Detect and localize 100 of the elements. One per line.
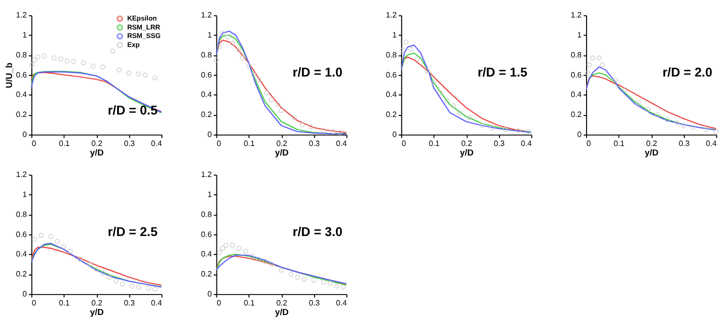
y-tick-label: 1.2 [570,10,582,20]
point [516,128,521,134]
point [586,62,592,68]
y-tick-label: 0.6 [16,70,27,80]
x-tick-label: 0.4 [706,138,718,148]
point [502,127,508,132]
x-tick-label: 0.3 [308,138,320,148]
point [275,102,281,108]
point [636,100,641,106]
y-tick-label: 0.4 [16,90,28,100]
x-axis-title: y/D [274,307,289,318]
x-tick-label: 0.2 [276,298,288,308]
x-tick-label: 0.2 [91,138,102,148]
point [612,77,618,82]
point [424,68,430,74]
y-tick-label: 1.2 [386,10,397,20]
point [68,248,73,254]
x-axis-title: y/D [644,148,658,158]
y-tick-label: 1 [577,30,582,40]
y-tick-label: 0.2 [386,110,397,120]
point [152,286,158,292]
x-tick-label: 0.4 [151,138,163,148]
x-tick-label: 0 [216,138,222,148]
point [321,280,326,285]
y-tick-label: 0 [207,130,212,140]
point [681,123,686,128]
point [32,236,38,242]
point [136,71,142,76]
annotation: r/D = 2.0 [662,64,712,80]
point [278,108,284,114]
point [321,128,326,134]
y-tick-label: 0 [22,290,28,299]
x-tick-label: 0.1 [244,298,255,308]
point [403,40,409,45]
x-axis-title: y/D [460,148,474,158]
y-tick-label: 0.4 [386,90,398,100]
point [78,256,83,262]
point [220,246,226,251]
point [330,129,336,134]
y-tick-label: 0.8 [16,50,27,60]
point [52,55,57,61]
point [256,77,262,82]
point [264,90,270,96]
point [400,47,406,53]
point [38,232,44,238]
point [230,242,236,248]
x-tick-label: 0.1 [614,138,625,148]
point [457,110,462,116]
point [288,272,294,277]
annotation: r/D = 1.0 [292,64,342,80]
point [90,63,96,69]
point [87,262,92,267]
x-tick-label: 0 [32,298,37,308]
point [278,268,284,273]
point [311,278,316,283]
point [600,62,605,68]
annotation: r/D = 0.5 [108,102,158,118]
point [302,276,307,282]
y-tick-label: 1 [207,30,212,40]
x-axis-title: y/D [90,148,104,158]
point [152,75,158,80]
point [645,107,650,112]
point [230,40,236,46]
point [674,120,680,126]
point [300,122,306,128]
point [110,48,116,54]
y-tick-label: 1 [207,190,212,200]
y-tick-label: 0.8 [200,210,212,219]
y-tick-label: 0.4 [570,90,582,100]
y-tick-label: 0.6 [386,70,397,80]
point [334,284,340,289]
x-tick-label: 0.4 [336,138,348,148]
y-tick-label: 1.2 [16,170,27,180]
point [480,123,486,128]
point [236,47,242,53]
point [262,258,268,264]
y-tick-label: 0.2 [16,270,27,279]
x-tick-label: 0.4 [151,298,163,308]
y-tick-label: 0.8 [386,50,397,60]
point [146,286,151,291]
y-tick-label: 0.2 [16,110,27,120]
x-tick-label: 0.3 [308,298,320,308]
point [236,246,242,251]
point [42,53,47,59]
point [431,80,436,86]
point [438,90,443,96]
x-tick-label: 0.2 [646,138,658,148]
y-tick-label: 0 [577,130,582,140]
y-tick-label: 0.4 [200,90,212,100]
point [120,282,125,287]
point [142,72,148,78]
y-tick-label: 0 [207,290,212,299]
point [268,97,274,102]
x-axis-title: y/D [274,148,289,158]
point [308,124,314,130]
y-tick-label: 0 [392,130,398,140]
y-tick-label: 0.2 [200,110,212,120]
x-tick-label: 0.1 [244,138,255,148]
point [71,58,76,64]
point [251,72,256,78]
